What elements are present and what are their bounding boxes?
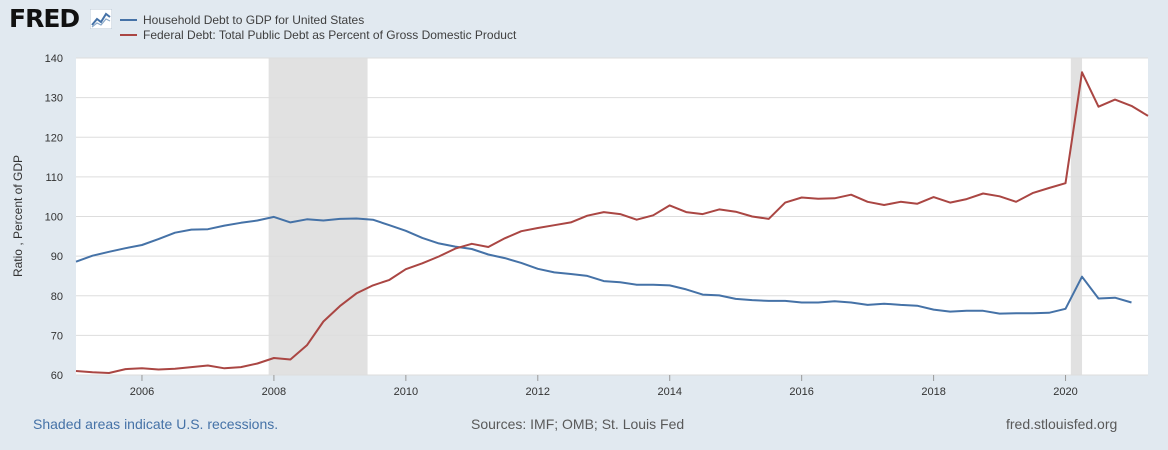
fred-chart-icon <box>90 9 112 29</box>
legend-swatch-household <box>120 18 137 21</box>
fred-logo[interactable]: FRED <box>9 4 80 33</box>
legend-item-household[interactable]: Household Debt to GDP for United States <box>120 12 364 28</box>
y-tick-label: 130 <box>45 93 63 105</box>
site-link[interactable]: fred.stlouisfed.org <box>1006 416 1118 432</box>
x-tick-label: 2012 <box>526 386 550 398</box>
x-tick-label: 2006 <box>130 386 154 398</box>
federal-debt-series-line[interactable] <box>75 71 1149 374</box>
line-chart[interactable]: 60 70 80 90 100 110 120 130 140 2006 2008 2010 2012… <box>0 0 1168 400</box>
household-debt-series-line[interactable] <box>75 215 1132 315</box>
y-tick-label: 140 <box>45 53 63 65</box>
y-tick-label: 110 <box>45 172 63 184</box>
y-axis-label: Ratio , Percent of GDP <box>11 155 25 277</box>
y-tick-label: 120 <box>45 132 63 144</box>
x-tick-label: 2010 <box>394 386 418 398</box>
y-tick-label: 80 <box>51 291 63 303</box>
recession-note: Shaded areas indicate U.S. recessions. <box>33 416 279 432</box>
x-tick-label: 2016 <box>789 386 813 398</box>
y-tick-label: 60 <box>51 370 63 382</box>
x-tick-label: 2008 <box>262 386 286 398</box>
legend-swatch-federal <box>120 33 137 36</box>
y-tick-label: 70 <box>51 330 63 342</box>
x-tick-label: 2014 <box>657 386 681 398</box>
x-tick-label: 2020 <box>1053 386 1077 398</box>
legend-label-federal: Federal Debt: Total Public Debt as Perce… <box>143 27 517 42</box>
sources-text: Sources: IMF; OMB; St. Louis Fed <box>471 416 685 432</box>
y-tick-label: 100 <box>45 212 63 224</box>
y-tick-label: 90 <box>51 251 63 263</box>
legend-label-household: Household Debt to GDP for United States <box>143 12 365 27</box>
x-tick-label: 2018 <box>921 386 945 398</box>
legend-item-federal[interactable]: Federal Debt: Total Public Debt as Perce… <box>120 27 516 43</box>
